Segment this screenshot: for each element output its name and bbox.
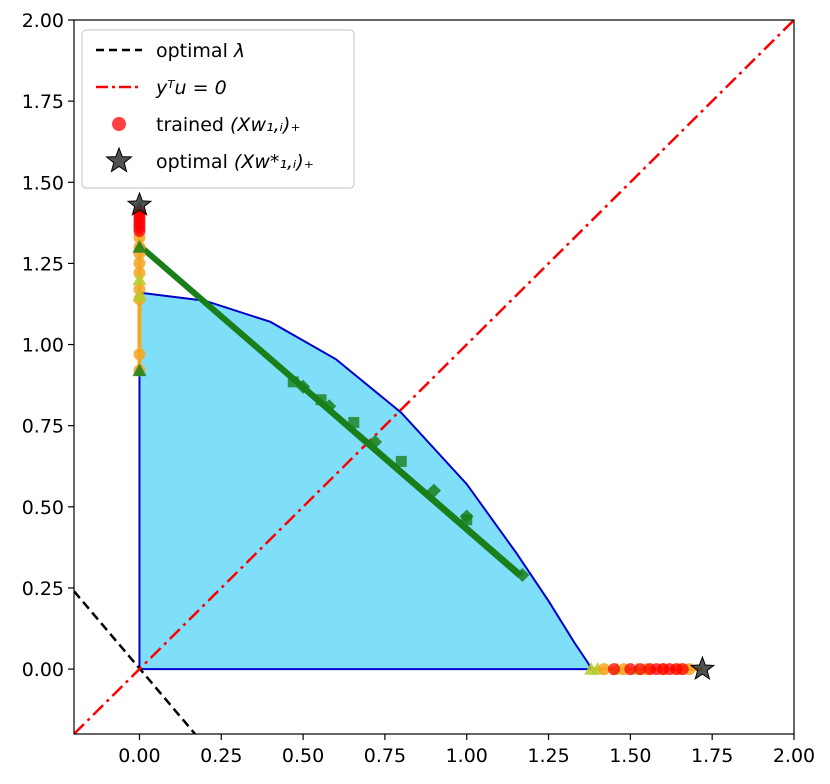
x-tick-label-7: 1.75	[691, 745, 733, 767]
green-square-point-1	[315, 394, 327, 406]
y-tick-label-1: 0.25	[22, 578, 64, 600]
bottom-trained-point-8	[676, 663, 689, 676]
left-green-point-0	[132, 363, 147, 377]
ytu-zero-line	[74, 20, 794, 734]
green-diamond-point-3	[427, 483, 441, 498]
legend-label-optimal_lambda: optimal λ	[156, 40, 245, 62]
bottom-trained-point-0	[608, 663, 620, 676]
x-tick-label-2: 0.50	[282, 745, 324, 767]
legend-box	[81, 29, 355, 189]
left-yellowgreen-point-1	[132, 272, 147, 286]
left-orange-point-1	[133, 348, 146, 361]
green-diamond-point-1	[322, 399, 337, 414]
y-tick-label-5: 1.25	[22, 253, 64, 275]
legend-trained-swatch	[112, 117, 126, 131]
x-tick-label-4: 1.00	[446, 745, 488, 767]
x-tick-label-3: 0.75	[364, 745, 406, 767]
optimal-star-1	[689, 655, 716, 680]
green-square-point-3	[395, 455, 407, 467]
y-tick-label-7: 1.75	[22, 91, 64, 113]
x-tick-label-1: 0.25	[200, 745, 242, 767]
feasible-region-fill	[139, 292, 592, 670]
y-tick-label-0: 0.00	[22, 659, 64, 681]
left-green-point-1	[132, 240, 147, 253]
legend-label-optimal: optimal (Xw*₁,ᵢ)₊	[156, 151, 314, 173]
green-square-point-2	[348, 416, 360, 428]
green-diamond-point-4	[459, 509, 474, 524]
optimal-lambda-line	[74, 590, 197, 734]
plot-frame	[73, 19, 795, 735]
x-tick-label-0: 0.00	[118, 745, 160, 767]
green-square-point-0	[287, 376, 299, 388]
y-tick-label-4: 1.00	[22, 335, 64, 357]
bottom-orange-point-0	[598, 663, 611, 676]
y-tick-label-2: 0.50	[22, 497, 64, 519]
legend-label-ytu: yᵀu = 0	[155, 77, 227, 99]
bottom-trained-point-2	[634, 663, 647, 676]
green-diamond-point-0	[296, 379, 311, 394]
green-diamond-point-5	[515, 567, 530, 582]
x-tick-label-6: 1.50	[609, 745, 651, 767]
bottom-trained-point-1	[624, 663, 637, 676]
feasible-boundary-curve	[139, 291, 592, 670]
legend-optimal-star-swatch	[105, 146, 133, 173]
optimal-star-0	[126, 191, 153, 216]
y-tick-label-8: 2.00	[22, 10, 64, 32]
x-tick-label-5: 1.25	[527, 745, 569, 767]
legend-label-trained: trained (Xw₁,ᵢ)₊	[156, 114, 300, 136]
left-orange-point-5	[133, 257, 146, 270]
left-yellowgreen-point-0	[132, 288, 147, 302]
y-tick-label-6: 1.50	[22, 172, 64, 194]
green-diamond-point-2	[368, 434, 383, 449]
x-tick-label-8: 2.00	[773, 745, 815, 767]
y-tick-label-3: 0.75	[22, 416, 64, 438]
